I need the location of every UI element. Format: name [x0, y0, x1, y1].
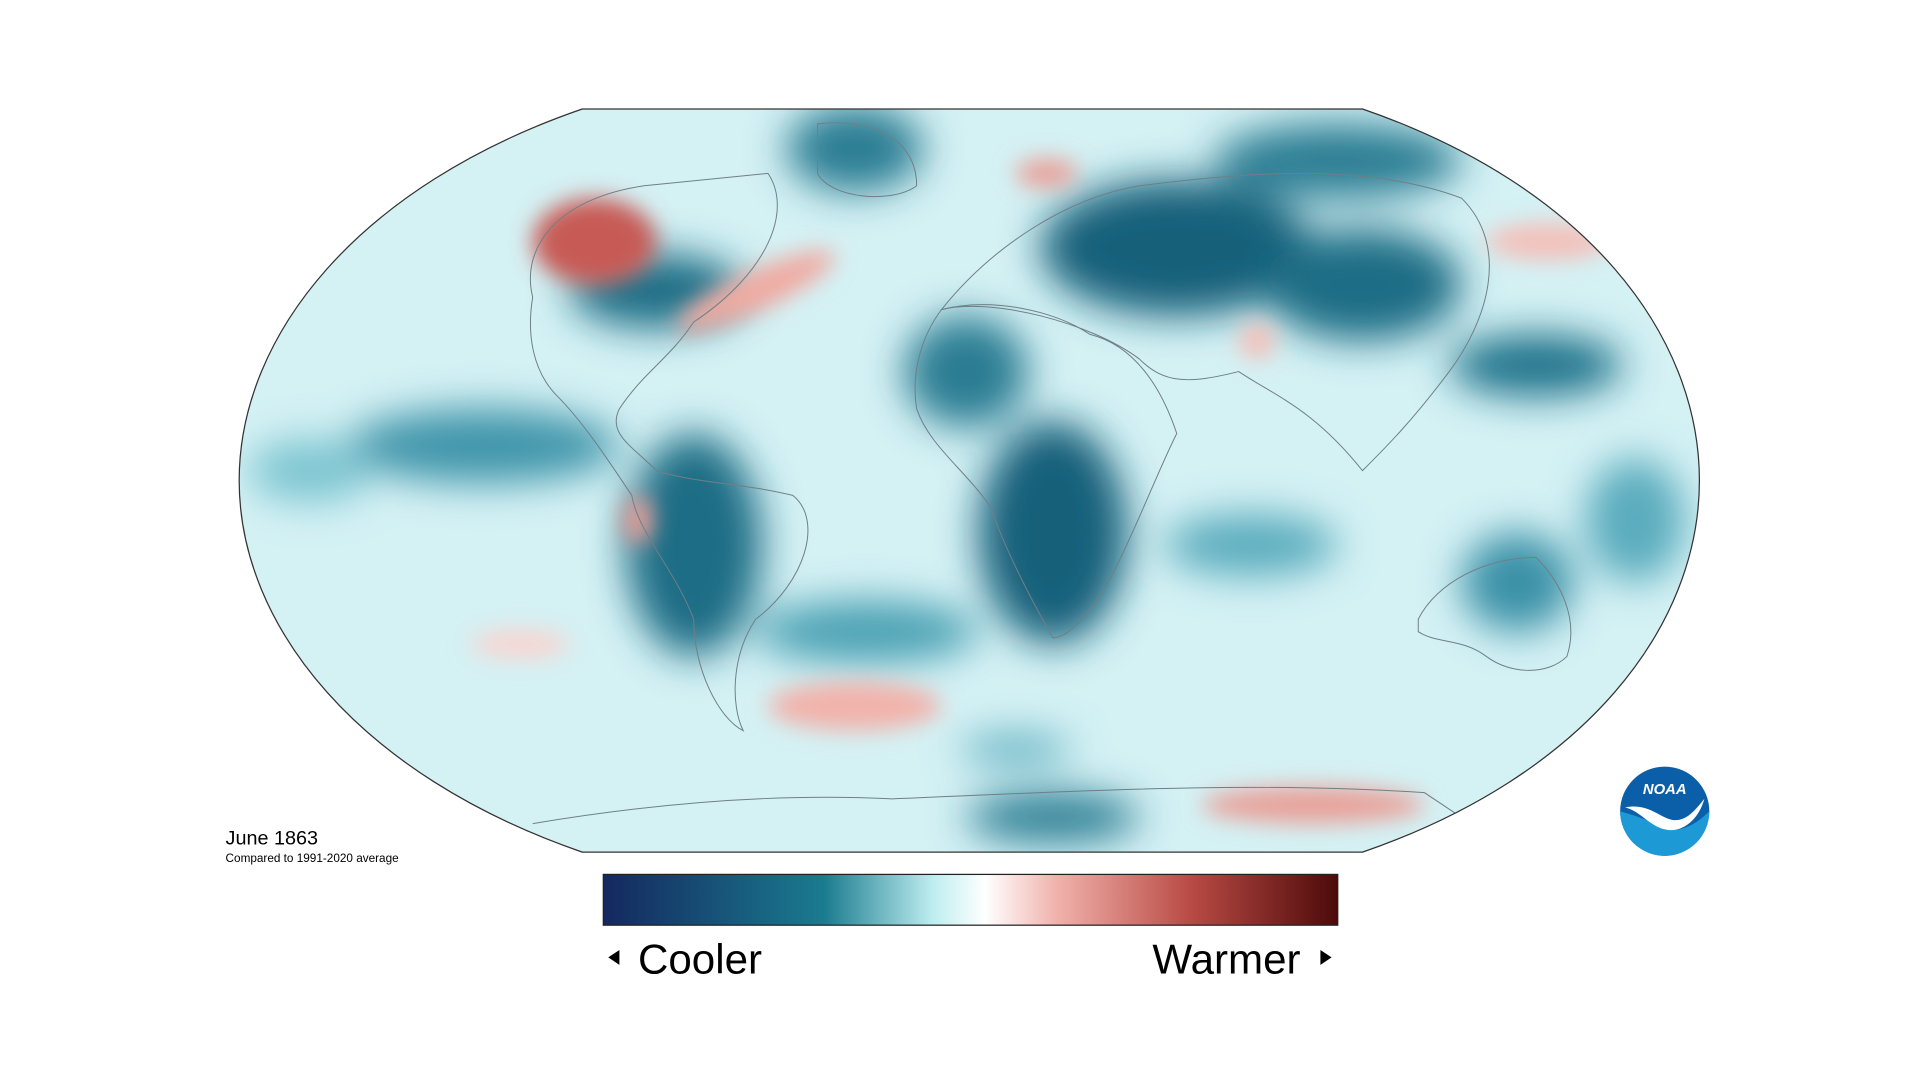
- logo-lower: [1620, 811, 1710, 856]
- anomaly-field: [239, 108, 1700, 853]
- americas-outline: [529, 172, 809, 732]
- africa-outline: [914, 304, 1178, 639]
- australia-outline: [1417, 556, 1572, 671]
- eurasia-outline: [940, 172, 1490, 472]
- cool-anomalies: [247, 108, 1685, 843]
- cooler-arrow: [608, 949, 620, 965]
- warm-anomalies: [470, 158, 1611, 824]
- logo-text: NOAA: [1643, 782, 1687, 798]
- antarctica-outline: [532, 786, 1462, 825]
- legend-high-label: Warmer: [1152, 935, 1300, 982]
- map-frame: [238, 108, 1701, 853]
- greenland-outline: [817, 122, 918, 198]
- caption-subtitle: Compared to 1991-2020 average: [226, 852, 400, 865]
- legend-low-label: Cooler: [638, 935, 762, 982]
- logo-bird: [1625, 798, 1705, 831]
- warmer-arrow: [1320, 949, 1332, 965]
- noaa-logo: NOAA: [1620, 766, 1710, 856]
- color-scale: [602, 873, 1339, 926]
- coastlines: [529, 122, 1572, 825]
- caption-title: June 1863: [226, 828, 318, 850]
